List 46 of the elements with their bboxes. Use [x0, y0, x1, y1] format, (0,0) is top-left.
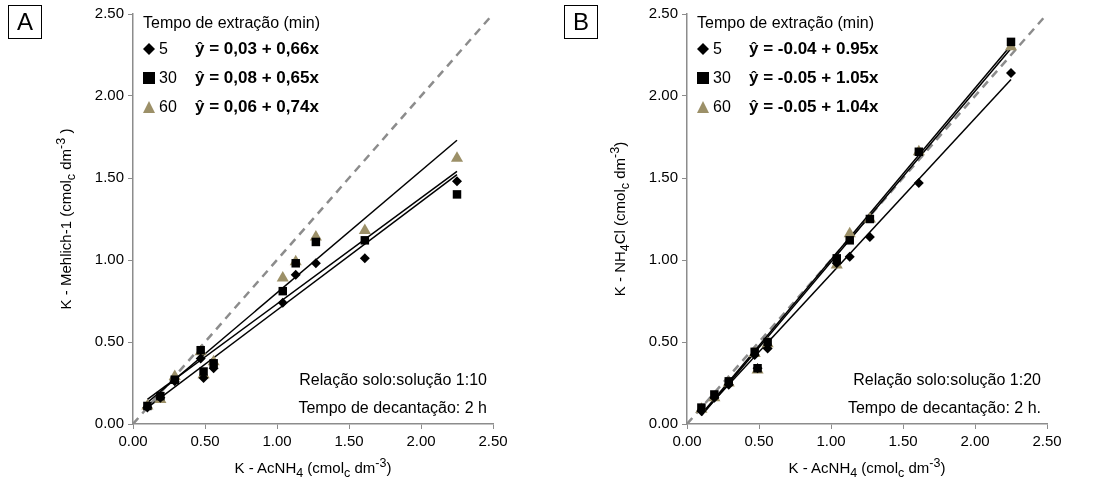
annotation: ŷ = -0.04 + 0.95x [749, 38, 879, 59]
x-axis-title: K - AcNH$_{4}$ (cmol$_{c}$ dm$^{-3}$) [234, 456, 392, 480]
y-tick-label: 1.50 [648, 168, 678, 186]
x-tick-label: 1.00 [816, 432, 846, 450]
x-tick-label: 0.50 [190, 432, 220, 450]
x-tick-label: 1.50 [888, 432, 918, 450]
y-tick-label: 2.00 [94, 86, 124, 104]
legend-label: 5 [713, 39, 723, 58]
legend-label: 30 [159, 68, 178, 87]
x-tick-label: 2.00 [406, 432, 436, 450]
x-tick-label: 1.00 [262, 432, 292, 450]
legend-label: 30 [713, 68, 732, 87]
legend-label: 60 [713, 97, 732, 116]
y-tick-label: 0.00 [648, 414, 678, 432]
annotation: ŷ = 0,08 + 0,65x [195, 67, 319, 88]
y-tick-label: 2.50 [648, 4, 678, 22]
text: A [8, 5, 42, 39]
x-tick-label: 2.00 [960, 432, 990, 450]
x-tick-label: 2.50 [478, 432, 508, 450]
annotation: Tempo de decantação: 2 h [298, 398, 487, 418]
annotation: Relação solo:solução 1:20 [852, 370, 1041, 390]
x-tick-label: 2.50 [1032, 432, 1062, 450]
annotation: Tempo de decantação: 2 h. [847, 398, 1041, 418]
legend-label: 60 [159, 97, 178, 116]
text: B [564, 5, 598, 39]
x-tick-label: 1.50 [334, 432, 364, 450]
y-tick-label: 2.50 [94, 4, 124, 22]
annotation: ŷ = -0.05 + 1.04x [749, 96, 879, 117]
x-axis-title: K - AcNH$_{4}$ (cmol$_{c}$ dm$^{-3}$) [788, 456, 946, 480]
y-tick-label: 1.50 [94, 168, 124, 186]
annotation: ŷ = 0,03 + 0,66x [195, 38, 319, 59]
y-tick-label: 1.00 [94, 250, 124, 268]
x-tick-label: 0.00 [118, 432, 148, 450]
y-tick-label: 0.50 [94, 332, 124, 350]
y-tick-label: 0.50 [648, 332, 678, 350]
y-tick-label: 2.00 [648, 86, 678, 104]
x-tick-label: 0.00 [672, 432, 702, 450]
y-tick-label: 0.00 [94, 414, 124, 432]
x-tick-label: 0.50 [744, 432, 774, 450]
annotation: ŷ = -0.05 + 1.05x [749, 67, 879, 88]
annotation: ŷ = 0,06 + 0,74x [195, 96, 319, 117]
legend-label: 5 [159, 39, 169, 58]
y-tick-label: 1.00 [648, 250, 678, 268]
legend-title: Tempo de extração (min) [143, 14, 320, 32]
legend-title: Tempo de extração (min) [697, 14, 875, 32]
annotation: Relação solo:solução 1:10 [298, 370, 487, 390]
